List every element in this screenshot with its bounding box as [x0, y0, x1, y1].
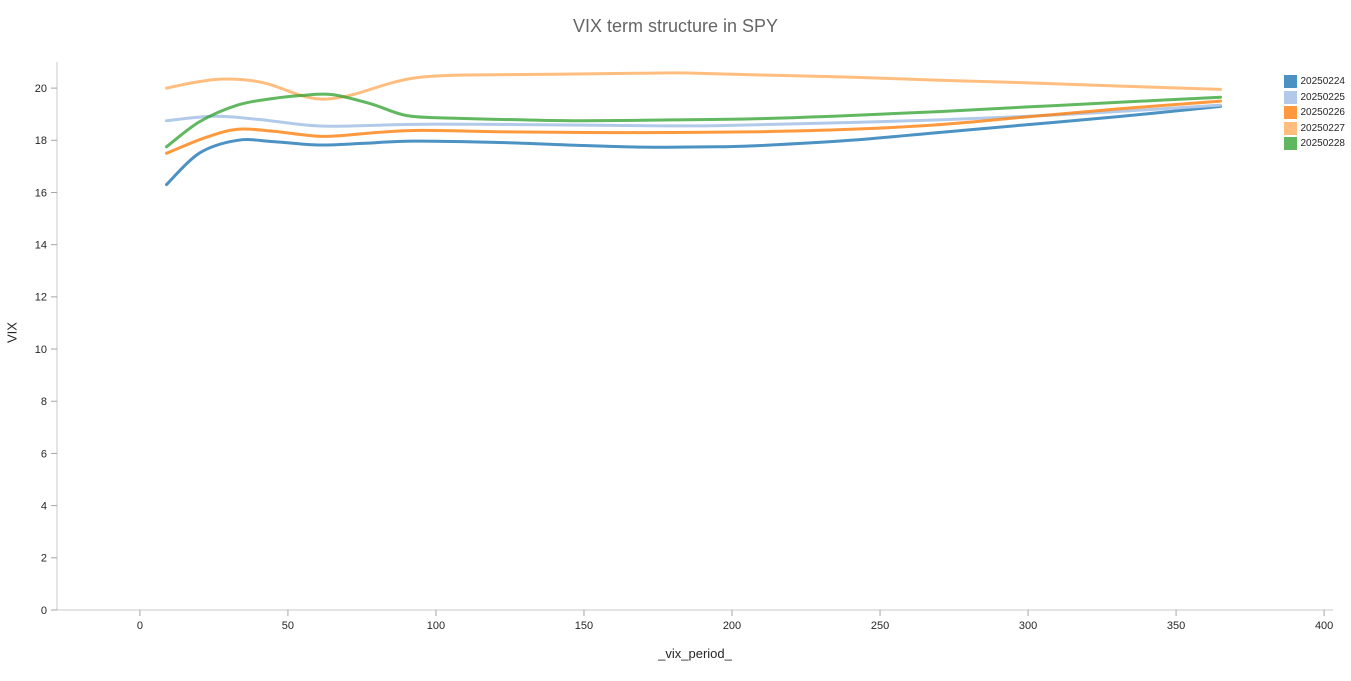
y-tick-label: 4 — [41, 500, 47, 512]
x-tick-label: 150 — [575, 620, 593, 632]
legend-swatch-20250226 — [1283, 106, 1297, 120]
x-tick-label: 200 — [723, 620, 741, 632]
y-tick-label: 6 — [41, 448, 47, 460]
x-tick-label: 50 — [282, 620, 294, 632]
x-tick-label: 300 — [1019, 620, 1037, 632]
legend-label-20250226: 20250226 — [1300, 107, 1346, 119]
legend-swatch-20250227 — [1283, 121, 1297, 135]
series-line-20250227 — [165, 71, 1222, 101]
y-tick-label: 20 — [35, 83, 47, 95]
series-line-20250228 — [165, 92, 1222, 149]
legend-item-20250225[interactable]: 20250225 — [1283, 90, 1346, 106]
x-tick-label: 100 — [427, 620, 445, 632]
legend-label-20250225: 20250225 — [1300, 91, 1346, 103]
legend-item-20250226[interactable]: 20250226 — [1283, 105, 1346, 121]
legend-item-20250224[interactable]: 20250224 — [1283, 74, 1346, 90]
legend-swatch-20250224 — [1283, 75, 1297, 89]
x-tick-label: 400 — [1315, 620, 1333, 632]
x-tick-label: 0 — [137, 620, 143, 632]
x-axis-label: _vix_period_ — [658, 646, 732, 661]
series-line-20250226 — [165, 99, 1222, 155]
y-tick-label: 10 — [35, 344, 47, 356]
y-tick-label: 14 — [35, 240, 47, 252]
series-line-20250224 — [165, 104, 1222, 187]
legend-label-20250228: 20250228 — [1300, 138, 1346, 150]
y-tick-label: 18 — [35, 135, 47, 147]
y-tick-label: 16 — [35, 187, 47, 199]
y-tick-label: 8 — [41, 396, 47, 408]
legend-label-20250224: 20250224 — [1300, 76, 1346, 88]
x-tick-label: 250 — [871, 620, 889, 632]
chart-legend: 20250224 20250225 20250226 20250227 20250228 — [1283, 74, 1346, 152]
x-tick-label: 350 — [1167, 620, 1185, 632]
legend-swatch-20250225 — [1283, 90, 1297, 104]
y-tick-label: 12 — [35, 292, 47, 304]
legend-label-20250227: 20250227 — [1300, 122, 1346, 134]
y-tick-label: 0 — [41, 605, 47, 617]
legend-item-20250227[interactable]: 20250227 — [1283, 121, 1346, 137]
legend-swatch-20250228 — [1283, 137, 1297, 151]
legend-item-20250228[interactable]: 20250228 — [1283, 136, 1346, 152]
y-tick-label: 2 — [41, 553, 47, 565]
chart-title: VIX term structure in SPY — [572, 16, 779, 36]
